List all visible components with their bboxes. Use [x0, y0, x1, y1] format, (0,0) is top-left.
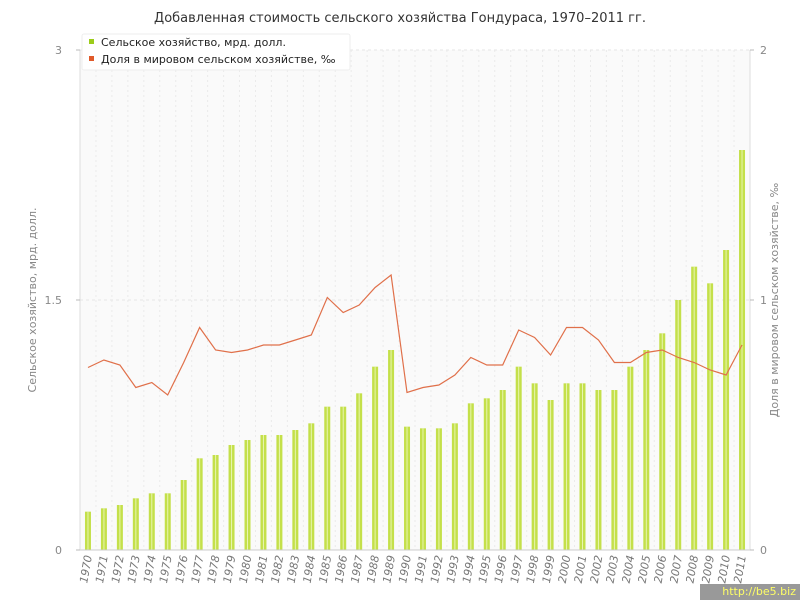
x-tick-label: 1993 — [444, 554, 462, 584]
legend: Сельское хозяйство, мрд. долл. Доля в ми… — [81, 33, 351, 71]
x-tick-label: 1971 — [93, 554, 111, 584]
bar-series — [84, 150, 746, 550]
x-tick-label: 1998 — [524, 554, 542, 584]
x-tick-label: 1982 — [269, 554, 287, 584]
y-axis-right-title: Доля в мировом сельском хозяйстве, ‰ — [768, 183, 781, 418]
y-tick-label-left: 1.5 — [45, 294, 63, 307]
x-tick-label: 1995 — [476, 554, 494, 584]
legend-swatch-bars — [89, 39, 94, 44]
x-tick-label: 1976 — [173, 554, 191, 584]
x-tick-label: 2009 — [699, 554, 717, 584]
x-tick-label: 1979 — [221, 554, 239, 584]
y-tick-label-right: 1 — [760, 294, 767, 307]
x-tick-label: 1970 — [77, 554, 95, 584]
x-tick-label: 1991 — [412, 554, 430, 584]
x-tick-label: 1983 — [285, 554, 303, 584]
y-tick-label-right: 0 — [760, 544, 767, 557]
x-tick-label: 1978 — [205, 554, 223, 584]
x-tick-label: 2010 — [715, 554, 733, 584]
x-tick-label: 1997 — [508, 554, 526, 584]
x-tick-label: 1994 — [460, 554, 478, 584]
x-tick-label: 1986 — [332, 554, 350, 584]
x-tick-label: 2004 — [620, 554, 638, 584]
x-tick-label: 2007 — [667, 554, 685, 584]
watermark: http://be5.biz — [700, 584, 800, 600]
x-tick-label: 1985 — [317, 554, 335, 584]
x-tick-label: 1980 — [237, 554, 255, 584]
x-tick-label: 2005 — [636, 554, 654, 584]
legend-label-bars: Сельское хозяйство, мрд. долл. — [101, 36, 286, 49]
x-tick-label: 1972 — [109, 554, 127, 584]
legend-label-line: Доля в мировом сельском хозяйстве, ‰ — [101, 53, 336, 66]
x-tick-label: 2006 — [652, 554, 670, 584]
y-tick-label-left: 3 — [55, 44, 62, 57]
line-series — [87, 273, 743, 396]
y-ticks-left: 01.53 — [45, 44, 80, 557]
x-tick-label: 1996 — [492, 554, 510, 584]
y-tick-label-left: 0 — [55, 544, 62, 557]
x-tick-label: 1992 — [428, 554, 446, 584]
x-tick-label: 1989 — [380, 554, 398, 584]
x-tick-label: 1988 — [364, 554, 382, 584]
x-tick-label: 2011 — [731, 554, 749, 584]
x-tick-label: 2002 — [588, 554, 606, 584]
x-tick-label: 1974 — [141, 554, 159, 584]
x-tick-label: 2000 — [556, 554, 574, 584]
x-tick-label: 1984 — [301, 554, 319, 584]
x-tick-label: 1990 — [396, 554, 414, 584]
legend-box — [81, 33, 351, 71]
y-ticks-right: 0 1 2 — [750, 44, 767, 557]
x-tick-label: 2003 — [604, 554, 622, 584]
x-tick-label: 2001 — [572, 554, 590, 584]
x-tick-label: 1981 — [253, 554, 271, 584]
x-tick-label: 2008 — [683, 554, 701, 584]
y-axis-left-title: Сельское хозяйство, мрд. долл. — [26, 208, 39, 393]
x-tick-label: 1975 — [157, 554, 175, 584]
chart-title: Добавленная стоимость сельского хозяйств… — [154, 11, 646, 26]
x-tick-label: 1973 — [125, 554, 143, 584]
x-tick-label: 1999 — [540, 554, 558, 584]
x-ticks: 1970197119721973197419751976197719781979… — [77, 554, 749, 584]
y-tick-label-right: 2 — [760, 44, 767, 57]
x-tick-label: 1987 — [348, 554, 366, 584]
legend-swatch-line — [89, 56, 94, 61]
x-tick-label: 1977 — [189, 554, 207, 584]
